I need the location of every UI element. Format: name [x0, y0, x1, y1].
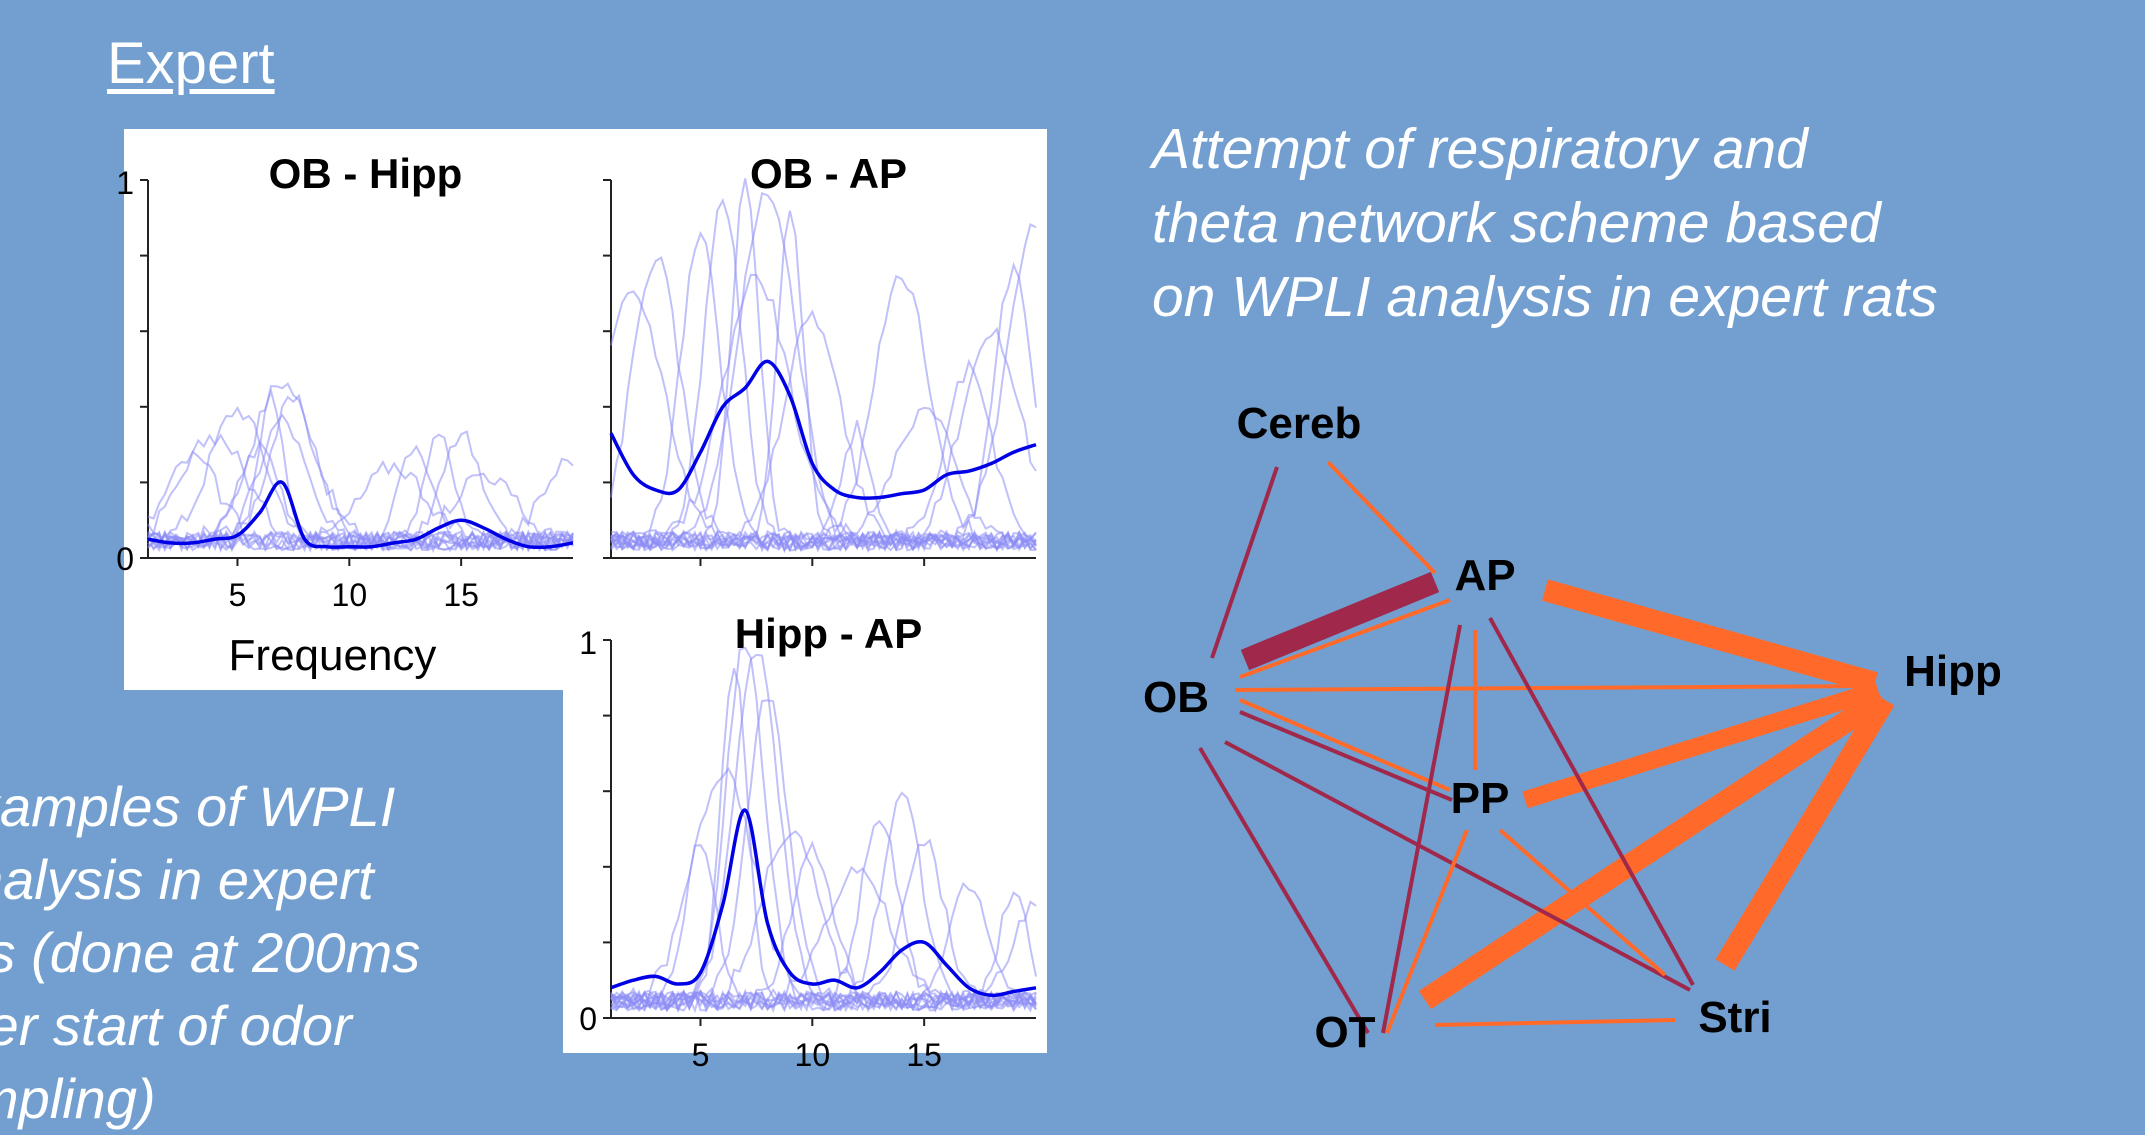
chart-panel-top	[124, 129, 1047, 690]
network-link-ob-stri	[1224, 740, 1691, 992]
right-caption-line: on WPLI analysis in expert rats	[1152, 265, 1938, 329]
network-link-ot-hipp	[1418, 688, 1889, 1010]
chart-title: OB - Hipp	[269, 150, 463, 197]
right-caption-line: theta network scheme based	[1152, 191, 1881, 255]
y-tick-label: 0	[579, 1001, 597, 1037]
trial-line	[610, 420, 1037, 552]
network-link-ap-hipp	[1542, 579, 1878, 694]
trial-line	[610, 766, 1037, 1011]
trial-line	[610, 881, 1037, 1013]
network-node-cereb: Cereb	[1237, 399, 1362, 448]
network-link-ob-cereb	[1210, 466, 1279, 659]
right-caption-line: Attempt of respiratory and	[1152, 117, 1808, 181]
network-link-stri-hipp	[1715, 694, 1895, 971]
network-node-hipp: Hipp	[1904, 647, 2002, 696]
network-link-cereb-ap	[1326, 460, 1437, 575]
x-tick-label: 15	[443, 577, 479, 613]
y-tick-label: 1	[579, 625, 597, 661]
left-caption-line: xamples of WPLI	[0, 775, 396, 838]
section-heading: Expert	[107, 31, 275, 96]
network-link-ob-ot	[1198, 746, 1370, 1035]
network-node-pp: PP	[1451, 774, 1510, 823]
network-node-ot: OT	[1314, 1008, 1375, 1057]
trial-line	[610, 838, 1037, 1013]
network-node-ap: AP	[1454, 551, 1515, 600]
trial-line	[610, 273, 1037, 552]
left-caption-line: mpling)	[0, 1067, 156, 1130]
trial-line	[147, 457, 574, 553]
x-tick-label: 5	[692, 1037, 710, 1073]
trial-line	[610, 223, 1037, 553]
chart-ob-ap: OB - AP	[603, 150, 1037, 566]
right-caption: Attempt of respiratory and theta network…	[1152, 112, 2142, 334]
x-tick-label: 15	[906, 1037, 942, 1073]
network-node-stri: Stri	[1698, 993, 1771, 1042]
chart-title: OB - AP	[750, 150, 907, 197]
x-axis-label: Frequency	[229, 631, 437, 680]
left-caption-line: ter start of odor	[0, 994, 352, 1057]
network-link-ob-ap	[1240, 571, 1440, 671]
network-link-pp-stri	[1498, 828, 1667, 977]
trial-line	[610, 326, 1037, 553]
network-link-ob-pp	[1239, 698, 1451, 792]
network-link-ob-hipp	[1234, 684, 1871, 692]
left-caption-line: ts (done at 200ms	[0, 921, 421, 984]
x-tick-label: 5	[229, 577, 247, 613]
y-tick-label: 0	[116, 541, 134, 577]
x-tick-label: 10	[795, 1037, 831, 1073]
network-link-ap-stri	[1488, 617, 1695, 986]
x-tick-label: 10	[332, 577, 368, 613]
y-tick-label: 1	[116, 165, 134, 201]
left-caption-line: nalysis in expert	[0, 848, 374, 911]
network-nodes: Cereb AP OB Hipp PP OT Stri	[1143, 399, 2002, 1057]
network-link-pp-ot	[1385, 829, 1469, 1034]
trial-line	[610, 406, 1037, 553]
mean-line	[609, 359, 1037, 500]
trial-line	[610, 840, 1037, 1013]
mean-line	[610, 808, 1037, 998]
network-link-ob-ap	[1239, 598, 1451, 679]
network-links	[1198, 460, 1895, 1035]
network-link-ot-stri	[1434, 1018, 1676, 1027]
network-link-ap-ot	[1381, 624, 1462, 1034]
left-caption: xamples of WPLI nalysis in expert ts (do…	[0, 770, 532, 1135]
mean-line	[147, 480, 574, 550]
trial-line	[610, 891, 1037, 1012]
network-link-pp-hipp	[1522, 681, 1881, 809]
network-link-ob-pp	[1239, 710, 1453, 802]
chart-title: Hipp - AP	[735, 610, 922, 657]
network-node-ob: OB	[1143, 673, 1209, 722]
